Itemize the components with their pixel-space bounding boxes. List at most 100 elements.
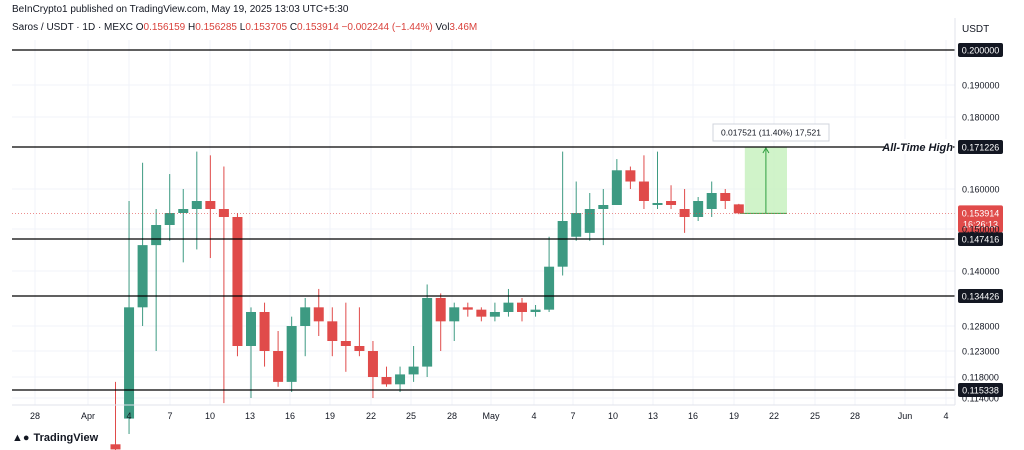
x-tick-label: Jun [898,411,913,421]
candle [544,236,555,312]
close-label: C [289,22,298,33]
candle [503,288,514,317]
y-tick-label: 0.190000 [962,81,1000,91]
candle [286,316,297,393]
currency-label[interactable]: USDT [962,24,990,35]
candle [706,181,717,217]
candle-body [733,204,744,214]
x-tick-label: 25 [406,411,416,421]
candle [205,155,216,259]
candle-body [462,307,473,310]
candle-body [693,201,704,217]
candle [124,201,135,434]
candle-body [625,170,636,182]
candle [666,185,677,209]
high-label: H [188,22,196,33]
candle-body [178,209,189,213]
candle [611,159,622,205]
candle [191,151,202,250]
level-price-tag [958,43,1003,57]
candle [584,193,595,241]
tradingview-logo-icon: ▲● [12,432,30,444]
candle-body [367,351,378,377]
candle-body [354,346,365,351]
candle [557,151,568,276]
level-price-tag [958,232,1003,246]
candle-body [232,217,243,346]
candle-body [218,209,229,217]
candle-body [137,245,148,308]
candle-body [638,181,649,201]
x-tick-label: 13 [245,411,255,421]
symbol-label[interactable]: Saros / USDT · 1D · MEXC [12,22,133,33]
all-time-high-label: All-Time High [881,142,953,154]
candle-body [584,209,595,233]
candle [517,297,527,322]
candle-body [544,266,555,310]
candle [354,307,365,357]
volume-label: Vol [435,22,450,33]
x-tick-label: 10 [205,411,215,421]
level-price-tag [958,140,1003,154]
candle-body [273,351,284,382]
level-price-label: 0.171226 [962,143,1000,153]
countdown-label: 16:26:13 [963,219,998,229]
candle-body [340,341,351,346]
candle [435,293,446,351]
brand-label: TradingView [33,432,99,444]
x-tick-label: 4 [531,411,536,421]
measure-label-box [712,123,830,142]
candle-body [246,311,256,346]
candle-body [422,297,433,367]
candles [110,151,744,450]
candle-body [679,209,690,217]
annotation-bg [885,139,953,154]
candle [571,181,582,241]
candle-body [489,311,500,317]
candle [395,366,406,393]
candle-body [164,213,175,225]
candle [340,302,351,372]
candle-body [435,297,446,322]
candle-body [530,309,541,312]
open-value: 0.156159 [143,22,186,33]
ohlc-legend: Saros / USDT · 1D · MEXC O0.156159 H0.15… [12,22,477,33]
level-price-label: 0.200000 [962,46,1000,56]
x-tick-label: 28 [30,411,40,421]
x-tick-label: 19 [325,411,335,421]
candle [598,189,609,246]
candle-body [557,221,568,267]
y-tick-label: 0.150000 [962,225,1000,235]
candle [733,203,744,215]
candle [110,381,121,450]
candle-body [476,309,487,317]
candle [408,346,419,382]
candle [489,302,500,322]
candle [137,162,148,326]
candle-body [110,444,121,450]
x-tick-label: 4 [943,411,948,421]
candle [422,284,433,377]
x-tick-label: 22 [366,411,376,421]
candle-body [191,201,202,209]
x-tick-label: 16 [285,411,295,421]
candle [652,151,663,209]
x-tick-label: 7 [167,411,172,421]
last-price-label: 0.153914 [962,208,1000,218]
candle-body [286,326,297,382]
level-price-label: 0.147416 [962,235,1000,245]
candle-body [571,213,582,237]
candle [462,302,473,317]
x-tick-label: 10 [608,411,618,421]
candle-body [652,203,663,205]
candle [449,302,460,341]
candle-body [300,307,311,326]
y-tick-label: 0.180000 [962,113,1000,123]
y-tick-label: 0.118000 [962,373,999,383]
candle [381,366,392,387]
footer-brand[interactable]: ▲● TradingView [12,432,98,444]
candle-body [151,225,162,246]
candle [625,166,636,189]
